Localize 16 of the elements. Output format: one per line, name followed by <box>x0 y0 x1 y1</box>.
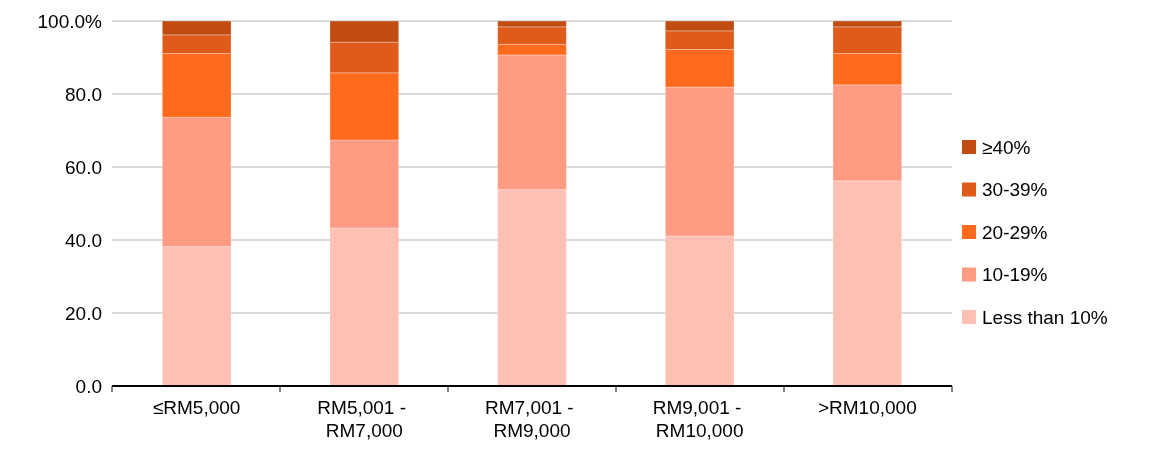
legend-label: Less than 10% <box>982 306 1108 328</box>
y-tick-label: 60.0 <box>65 156 102 178</box>
legend-label: ≥40% <box>982 136 1031 158</box>
x-tick-label: RM7,001 - RM9,000 <box>485 397 579 441</box>
x-tick-label: >RM10,000 <box>817 397 917 418</box>
x-tick-label: ≤RM5,000 <box>152 397 241 418</box>
x-tick-label: RM9,001 - RM10,000 <box>652 397 747 441</box>
legend-label: 20-29% <box>982 221 1048 243</box>
y-tick-label: 20.0 <box>65 302 102 324</box>
x-tick-label: RM5,001 - RM7,000 <box>317 397 412 441</box>
y-tick-label: 100.0% <box>37 10 103 32</box>
legend-label: 30-39% <box>982 179 1048 201</box>
legend-label: 10-19% <box>982 264 1048 286</box>
y-tick-label: 80.0 <box>65 83 102 105</box>
y-tick-label: 40.0 <box>65 229 102 251</box>
y-tick-label: 0.0 <box>75 375 102 397</box>
